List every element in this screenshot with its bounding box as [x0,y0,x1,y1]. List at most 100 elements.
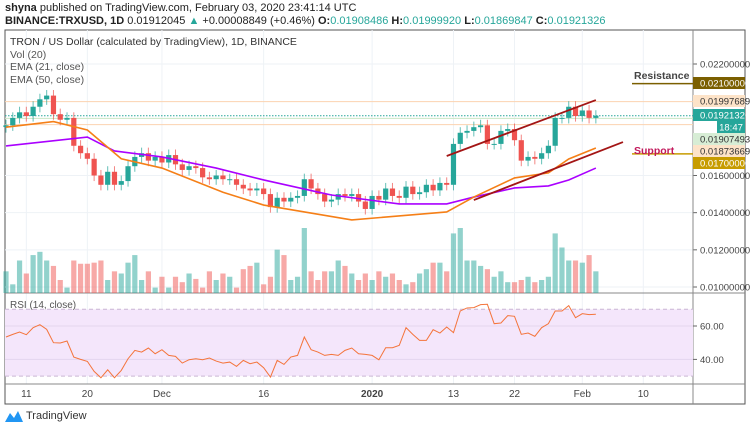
candle-body [118,181,124,185]
rsi-tick-label: 60.00 [700,322,724,333]
volume-bar [430,262,436,293]
volume-bar [315,280,321,293]
volume-bar [396,280,402,293]
close-value: 0.01921326 [547,15,606,27]
legend-ema21: EMA (21, close) [10,61,85,73]
price-label: 0.01921326 [700,111,750,122]
x-tick-label: 10 [638,389,650,400]
candle-body [213,175,219,180]
volume-bar [30,255,36,293]
legend-title: TRON / US Dollar (calculated by TradingV… [10,36,297,48]
volume-bar [233,287,240,293]
candle-body [328,199,335,202]
candle-body [471,127,477,131]
volume-bar [362,273,368,293]
candle-body [64,117,70,120]
candle-body [593,115,599,118]
price-label-bg [693,77,745,89]
volume-bar [186,273,192,293]
volume-bar [335,260,341,293]
price-label: 0.01907493 [700,135,750,146]
price-label-bg [693,157,745,169]
price-label: 0.01997689 [700,97,750,108]
candle-body [450,143,457,185]
volume-bar [586,255,592,293]
volume-bar [457,228,463,293]
candle-body [274,197,280,208]
tradingview-logo-icon [5,411,23,422]
volume-bar [261,284,267,293]
volume-bar [423,269,429,293]
volume-bar [355,280,362,293]
candle-body [71,117,77,146]
high-label: H: [391,15,404,27]
volume-bar [511,282,518,293]
volume-bar [518,280,524,293]
volume-bar [566,260,572,293]
candle-body [308,179,314,189]
price-tick-label: 0.01600000 [700,171,750,182]
volume-bar [498,271,504,293]
volume-bar [471,260,477,293]
low-label: L: [464,15,475,27]
author[interactable]: shyna [5,2,37,14]
volume-bar [579,262,585,293]
volume-bar [111,271,118,293]
price-tick-label: 0.01000000 [700,283,750,294]
volume-bar [308,271,314,293]
candle-body [369,195,375,209]
volume-bar [416,273,423,293]
candle-body [288,197,294,202]
candle-body [254,188,260,191]
volume-bar [77,263,84,293]
support-label: Support [634,145,675,157]
high-value: 0.01999920 [403,15,462,27]
candle-body [77,145,84,154]
volume-bar [274,249,280,293]
lower-channel-trendline [473,141,624,201]
candle-body [44,95,50,100]
up-triangle-icon: ▲ [188,15,200,27]
candle-body [464,130,470,133]
volume-bar [410,282,416,293]
price-tick-label: 0.01400000 [700,208,750,219]
legend-vol: Vol (20) [10,48,47,61]
candle-body [233,179,240,185]
countdown-label: 18:47 [719,123,743,134]
volume-bar [281,255,287,293]
price-label-bg [693,109,745,121]
volume-bar [288,280,294,293]
volume-bar [267,276,274,293]
open-label: O: [318,15,331,27]
low-value: 0.01869847 [474,15,533,27]
candle-body [105,171,111,185]
tradingview-logo[interactable]: TradingView [5,410,87,422]
candle-body [349,194,355,196]
close-label: C: [535,15,548,27]
candle-body [240,184,246,189]
candle-body [294,195,301,198]
candle-body [586,110,592,118]
candle-body [322,194,328,202]
price-tick-label: 0.02200000 [700,60,750,71]
volume-bar [23,273,29,293]
chart-legend: TRON / US Dollar (calculated by TradingV… [10,36,297,86]
candle-body [376,195,382,200]
rsi-tick-label: 40.00 [700,355,724,366]
volume-bar [301,228,307,293]
price-label: 0.02100000 [700,79,750,90]
publish-info: shyna published on TradingView.com, Febr… [5,2,356,14]
volume-bar [464,260,470,293]
volume-bar [179,282,185,293]
volume-bar [532,282,538,293]
candle-body [416,192,423,195]
candle-body [362,201,368,209]
candle-body [30,106,36,117]
candle-body [206,177,212,180]
volume-bar [193,278,199,293]
volume-bar [369,280,375,293]
candle-body [10,117,16,126]
price-label-bg [693,133,745,145]
candle-body [572,106,579,117]
